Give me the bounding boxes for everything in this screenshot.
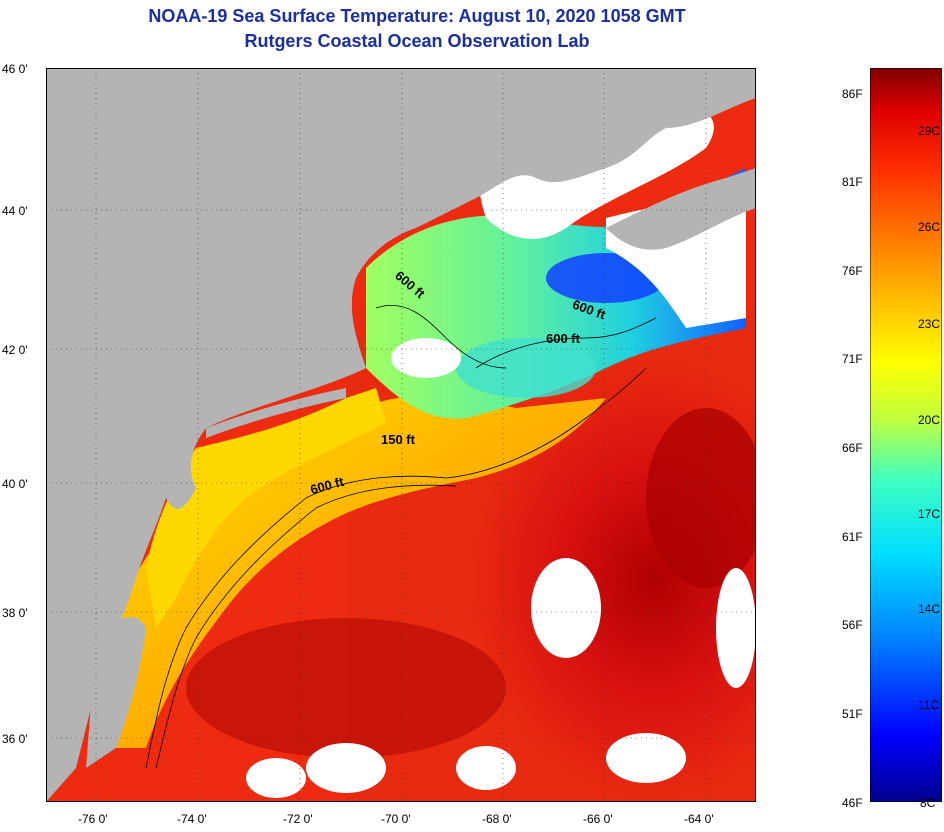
contour-label-600ft-georges: 600 ft [546,331,580,346]
cb-label-76f: 76F [842,264,863,278]
temperature-colorbar [870,68,942,802]
cb-label-66f: 66F [842,441,863,455]
bathymetry-contours [145,304,657,769]
cloud-south-2 [246,758,306,798]
cloud-south-3 [456,746,516,790]
cb-label-81f: 81F [842,175,863,189]
cb-label-51f: 51F [842,707,863,721]
lon-label-68: -68 0' [482,812,512,826]
lon-label-70: -70 0' [381,812,411,826]
land-long-island [206,388,346,438]
cb-label-61f: 61F [842,530,863,544]
cb-label-23c: 23C [918,317,941,331]
land-nova-scotia [606,168,756,250]
lon-label-64: -64 0' [684,812,714,826]
contour-label-150ft: 150 ft [381,432,415,447]
lat-label-36: 36 0' [2,732,28,746]
cb-label-17c: 17C [918,507,941,521]
warm-core-south [186,618,506,758]
cb-label-46f: 46F [842,796,863,810]
cloud-south-4 [606,733,686,783]
cloud-south-1 [306,743,386,793]
map-title: NOAA-19 Sea Surface Temperature: August … [148,6,686,26]
lon-label-72: -72 0' [283,812,313,826]
map-subtitle: Rutgers Coastal Ocean Observation Lab [244,31,590,51]
lat-label-44: 44 0' [2,204,28,218]
lat-label-38: 38 0' [2,606,28,620]
lon-label-74: -74 0' [177,812,207,826]
cloud-cape-cod [391,338,461,378]
cb-label-56f: 56F [842,618,863,632]
cloud-east-edge [716,568,756,688]
lon-label-66: -66 0' [583,812,613,826]
cb-label-86f: 86F [842,87,863,101]
cb-label-29c: 29C [918,124,941,138]
cb-label-11c: 11C [918,698,940,712]
warm-core-east [646,408,756,588]
cloud-offshore-38n [531,558,601,658]
cb-label-26c: 26C [918,220,941,234]
cb-label-14c: 14C [918,602,941,616]
georges-bank-cool [456,338,596,398]
lat-label-40: 40 0' [2,477,28,491]
grid-lines [46,68,756,802]
cb-label-8c: 8C [920,796,936,810]
lat-label-42: 42 0' [2,343,28,357]
cb-label-20c: 20C [918,413,941,427]
lat-label-46: 46 0' [2,62,28,76]
land-delmarva [86,617,146,768]
cb-label-71f: 71F [842,352,863,366]
colorbar-gradient [870,68,942,802]
sst-map [46,68,756,802]
coastal-yellow-water [146,388,386,628]
lon-label-76: -76 0' [78,812,108,826]
land-mainland [46,68,756,802]
